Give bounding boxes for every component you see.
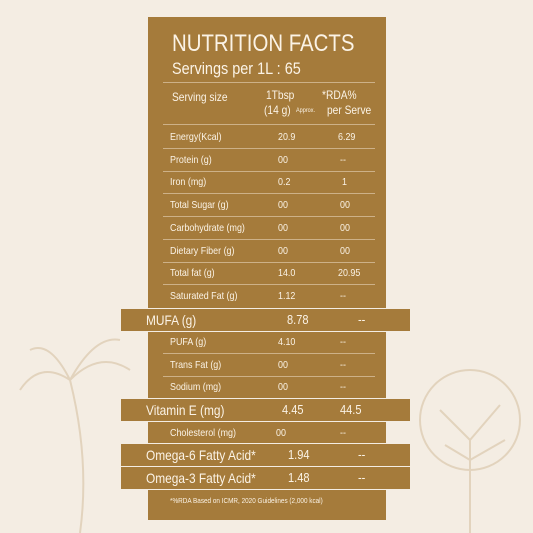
row-name: Total Sugar (g) bbox=[170, 198, 229, 211]
row-rda: 1 bbox=[342, 175, 347, 188]
row-name: Omega-6 Fatty Acid* bbox=[146, 446, 256, 463]
row-name: Dietary Fiber (g) bbox=[170, 244, 235, 257]
row-amount: 00 bbox=[278, 153, 288, 166]
row-amount: 1.94 bbox=[288, 447, 310, 463]
servings: Servings per 1L : 65 bbox=[172, 58, 301, 78]
row-amount: 1.12 bbox=[278, 289, 296, 302]
row-name: MUFA (g) bbox=[146, 311, 197, 328]
row-rda: -- bbox=[340, 335, 346, 348]
row-name: Vitamin E (mg) bbox=[146, 401, 225, 418]
highlight-row bbox=[120, 398, 411, 422]
row-name: Cholesterol (mg) bbox=[170, 426, 236, 439]
row-name: Carbohydrate (mg) bbox=[170, 221, 245, 234]
row-name: Iron (mg) bbox=[170, 175, 207, 188]
row-amount: 14.0 bbox=[278, 266, 296, 279]
row-rda: 44.5 bbox=[340, 402, 362, 418]
row-name: Saturated Fat (g) bbox=[170, 289, 238, 302]
column-amount-sub: (14 g) bbox=[264, 102, 291, 117]
rule bbox=[163, 124, 375, 125]
panel bbox=[148, 17, 386, 520]
row-rda: -- bbox=[358, 470, 366, 486]
row-rda: -- bbox=[340, 426, 346, 439]
rule bbox=[163, 376, 375, 377]
rule bbox=[163, 216, 375, 217]
row-amount: 4.45 bbox=[282, 402, 304, 418]
column-amount: 1Tbsp bbox=[266, 87, 295, 102]
row-rda: -- bbox=[340, 380, 346, 393]
row-rda: -- bbox=[340, 358, 346, 371]
row-amount: 20.9 bbox=[278, 130, 296, 143]
column-rda-sub: per Serve bbox=[327, 102, 372, 117]
row-rda: 6.29 bbox=[338, 130, 356, 143]
row-amount: 4.10 bbox=[278, 335, 296, 348]
column-amount-note: Approx. bbox=[296, 107, 316, 115]
row-rda: -- bbox=[340, 289, 346, 302]
row-amount: 00 bbox=[278, 244, 288, 257]
row-name: Trans Fat (g) bbox=[170, 358, 222, 371]
row-amount: 00 bbox=[278, 380, 288, 393]
row-amount: 00 bbox=[276, 426, 286, 439]
footnote: *%RDA Based on ICMR, 2020 Guidelines (2,… bbox=[170, 495, 323, 505]
row-name: Omega-3 Fatty Acid* bbox=[146, 469, 256, 486]
rule bbox=[163, 148, 375, 149]
row-name: Total fat (g) bbox=[170, 266, 215, 279]
row-amount: 1.48 bbox=[288, 470, 310, 486]
row-amount: 00 bbox=[278, 358, 288, 371]
highlight-row bbox=[120, 308, 411, 332]
row-name: Energy(Kcal) bbox=[170, 130, 222, 143]
row-amount: 00 bbox=[278, 221, 288, 234]
row-name: Protein (g) bbox=[170, 153, 212, 166]
rule bbox=[163, 239, 375, 240]
row-rda: 00 bbox=[340, 244, 350, 257]
row-amount: 0.2 bbox=[278, 175, 291, 188]
rule bbox=[163, 284, 375, 285]
rule bbox=[163, 82, 375, 83]
row-rda: -- bbox=[358, 447, 366, 463]
row-rda: 20.95 bbox=[338, 266, 361, 279]
row-rda: -- bbox=[340, 153, 346, 166]
row-amount: 00 bbox=[278, 198, 288, 211]
row-name: PUFA (g) bbox=[170, 335, 207, 348]
rule bbox=[163, 262, 375, 263]
row-rda: 00 bbox=[340, 198, 350, 211]
row-amount: 8.78 bbox=[287, 312, 309, 328]
column-rda: *RDA% bbox=[322, 87, 357, 102]
rule bbox=[163, 171, 375, 172]
rule bbox=[163, 193, 375, 194]
row-rda: 00 bbox=[340, 221, 350, 234]
highlight-row bbox=[120, 466, 411, 490]
title: NUTRITION FACTS bbox=[172, 29, 355, 57]
rule bbox=[163, 353, 375, 354]
row-rda: -- bbox=[358, 312, 366, 328]
row-name: Sodium (mg) bbox=[170, 380, 222, 393]
column-label: Serving size bbox=[172, 89, 228, 104]
